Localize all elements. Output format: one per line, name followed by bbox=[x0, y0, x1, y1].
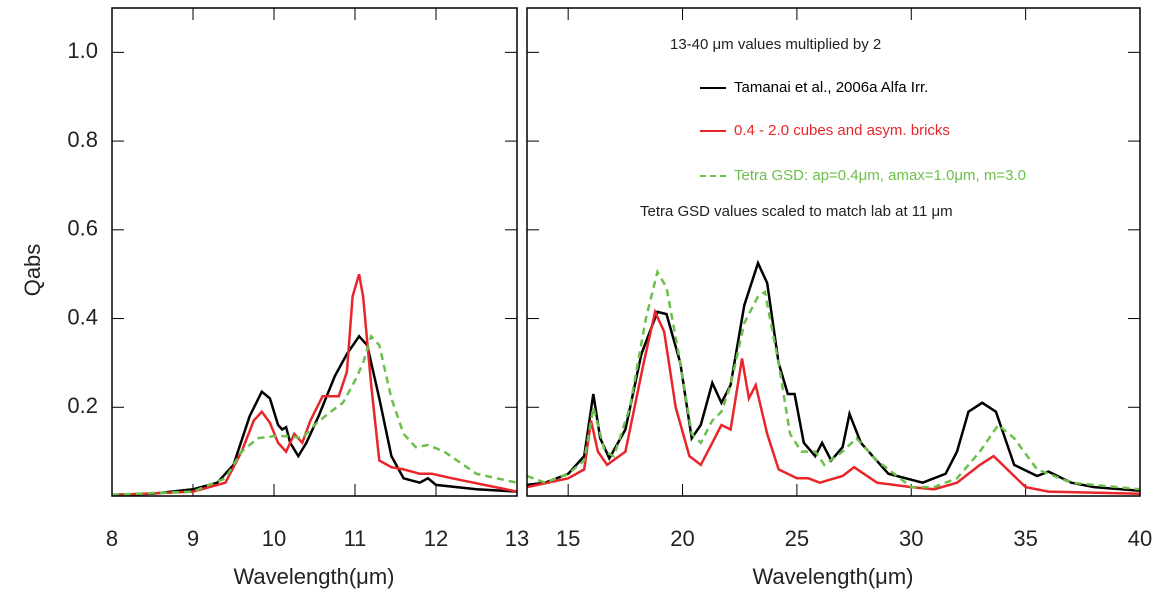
annotation: Tetra GSD values scaled to match lab at … bbox=[640, 203, 953, 220]
y-tick-label: 0.6 bbox=[67, 216, 98, 241]
legend-label: Tamanai et al., 2006a Alfa Irr. bbox=[734, 79, 928, 96]
data-line bbox=[526, 259, 1141, 492]
x-tick-label: 13 bbox=[505, 526, 529, 551]
x-tick-label: 20 bbox=[670, 526, 694, 551]
y-tick-label: 0.2 bbox=[67, 393, 98, 418]
x-tick-label: 35 bbox=[1013, 526, 1037, 551]
x-tick-label: 30 bbox=[899, 526, 923, 551]
data-line bbox=[111, 273, 518, 497]
legend-label: Tetra GSD: ap=0.4μm, amax=1.0μm, m=3.0 bbox=[734, 167, 1026, 184]
data-line bbox=[526, 307, 1141, 496]
y-tick-label: 0.8 bbox=[67, 127, 98, 152]
plot-frame bbox=[526, 7, 1141, 497]
x-axis-label: Wavelength(μm) bbox=[233, 564, 394, 589]
data-line bbox=[111, 333, 518, 496]
data-line bbox=[526, 268, 1141, 491]
x-axis-label: Wavelength(μm) bbox=[752, 564, 913, 589]
y-axis-label: Qabs bbox=[20, 244, 45, 297]
x-tick-label: 11 bbox=[344, 526, 367, 551]
x-tick-label: 40 bbox=[1128, 526, 1152, 551]
data-line bbox=[111, 334, 518, 496]
x-tick-label: 10 bbox=[262, 526, 286, 551]
x-tick-label: 8 bbox=[106, 526, 118, 551]
legend-label: 0.4 - 2.0 cubes and asym. bricks bbox=[734, 122, 950, 139]
x-tick-label: 9 bbox=[187, 526, 199, 551]
x-tick-label: 15 bbox=[556, 526, 580, 551]
x-tick-label: 12 bbox=[424, 526, 448, 551]
y-tick-label: 1.0 bbox=[67, 38, 98, 63]
y-tick-label: 0.4 bbox=[67, 304, 98, 329]
plot-frame bbox=[111, 7, 518, 497]
legend-title: 13-40 μm values multiplied by 2 bbox=[670, 36, 881, 53]
x-tick-label: 25 bbox=[785, 526, 809, 551]
